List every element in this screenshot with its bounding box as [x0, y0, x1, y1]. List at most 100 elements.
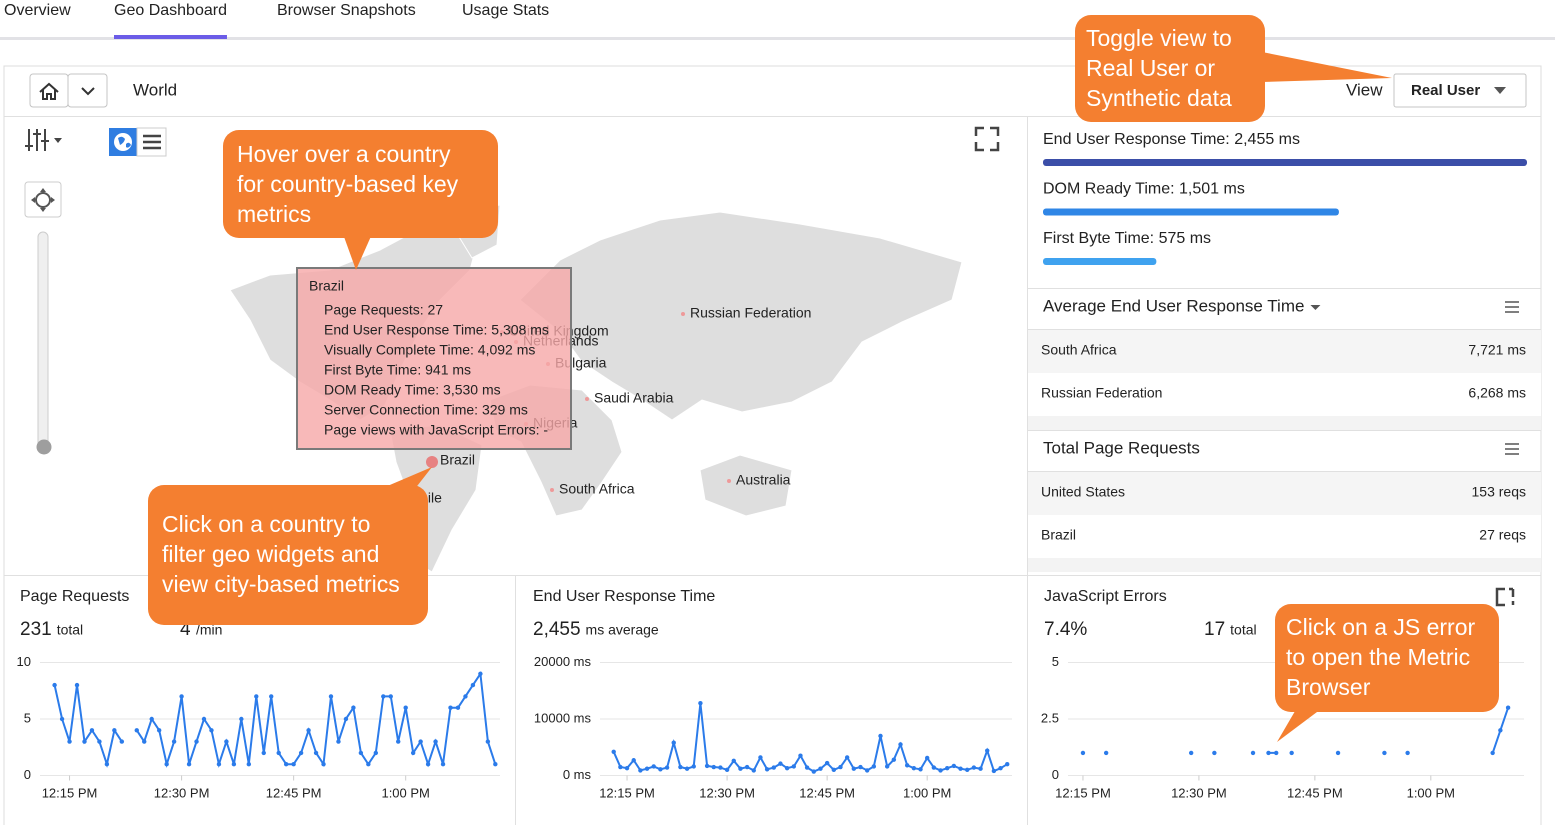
selected-location-marker[interactable]	[426, 456, 438, 468]
x-tick-label: 12:15 PM	[599, 785, 655, 800]
data-point[interactable]	[1103, 750, 1109, 756]
data-point[interactable]	[1382, 750, 1387, 756]
data-point	[448, 705, 453, 710]
location-marker[interactable]	[727, 479, 731, 483]
location-label[interactable]: Brazil	[440, 452, 475, 468]
list-row[interactable]	[1028, 515, 1541, 558]
data-point	[738, 766, 743, 771]
data-point	[433, 739, 438, 744]
data-point	[52, 682, 57, 688]
list-row[interactable]	[1028, 330, 1541, 373]
data-point	[965, 767, 970, 773]
callout-text: Hover over a country	[237, 141, 451, 167]
list-menu-icon[interactable]	[1505, 301, 1519, 313]
list-row[interactable]	[1028, 373, 1541, 416]
data-point	[455, 705, 461, 710]
data-point	[283, 762, 289, 767]
data-point	[388, 694, 393, 699]
data-point[interactable]	[1212, 750, 1217, 756]
x-tick-label: 12:15 PM	[42, 785, 98, 800]
location-marker[interactable]	[585, 397, 589, 401]
data-point	[298, 750, 304, 756]
map-pan-control[interactable]	[24, 181, 62, 218]
location-label[interactable]: Russian Federation	[690, 305, 811, 321]
fullscreen-button[interactable]	[974, 126, 1000, 152]
map-view-button[interactable]	[109, 128, 137, 156]
data-point	[724, 767, 730, 773]
data-point	[396, 739, 401, 744]
data-point	[291, 762, 296, 767]
data-point[interactable]	[1266, 750, 1271, 756]
data-point[interactable]	[1188, 750, 1194, 756]
data-point[interactable]	[1250, 750, 1256, 756]
australia[interactable]	[699, 454, 793, 517]
data-point[interactable]	[1274, 750, 1279, 756]
fullscreen-button[interactable]	[1495, 587, 1515, 607]
tab[interactable]: Geo Dashboard	[114, 2, 227, 19]
location-label[interactable]: Saudi Arabia	[594, 390, 674, 406]
tab[interactable]: Overview	[4, 2, 71, 19]
caret-icon[interactable]	[1310, 305, 1321, 310]
breadcrumb-dropdown[interactable]	[67, 73, 108, 108]
data-point	[478, 671, 483, 676]
caret-icon	[1494, 87, 1506, 94]
list-title[interactable]: Average End User Response Time	[1043, 296, 1304, 315]
callout-text: Click on a country to	[162, 511, 370, 537]
callout-text: Toggle view to	[1086, 25, 1232, 51]
data-point	[951, 763, 957, 769]
list-row[interactable]	[1028, 472, 1541, 515]
country-tooltip: Brazil Page Requests: 27 End User Respons…	[296, 267, 572, 450]
callout-text: filter geo widgets and	[162, 541, 379, 567]
list-menu-icon[interactable]	[1505, 443, 1519, 455]
callout-box	[1275, 604, 1499, 712]
tooltip-line: Server Connection Time: 329 ms	[324, 402, 528, 418]
data-point[interactable]	[1505, 705, 1511, 710]
widget-title: End User Response Time	[533, 588, 715, 605]
data-point	[644, 766, 650, 771]
zoom-slider[interactable]	[37, 231, 49, 453]
metric-bar	[1043, 159, 1527, 166]
location-marker[interactable]	[550, 488, 554, 492]
data-point	[336, 739, 341, 744]
data-point[interactable]	[1335, 750, 1341, 756]
location-label[interactable]: Australia	[736, 472, 791, 488]
data-point	[878, 733, 883, 739]
data-point	[664, 765, 670, 770]
data-point	[410, 750, 416, 756]
stat-unit: ms average	[586, 622, 659, 638]
data-point	[366, 762, 371, 767]
data-point	[851, 766, 857, 771]
data-point	[97, 739, 102, 744]
home-icon	[39, 82, 59, 100]
tab[interactable]: Browser Snapshots	[277, 2, 416, 19]
eurasia[interactable]	[519, 211, 963, 421]
key-metrics: End User Response Time: 2,455 ms DOM Read…	[1043, 131, 1527, 265]
data-point[interactable]	[1080, 750, 1086, 756]
callout-click-country: Click on a country to filter geo widgets…	[148, 467, 432, 625]
home-button[interactable]	[29, 73, 69, 108]
data-point	[618, 764, 623, 770]
data-point	[239, 716, 244, 722]
y-tick-label: 0	[24, 767, 31, 782]
data-point	[911, 765, 917, 771]
zoom-knob[interactable]	[36, 439, 52, 455]
location-marker[interactable]	[681, 312, 685, 316]
tab[interactable]: Usage Stats	[462, 2, 549, 19]
data-point[interactable]	[1289, 750, 1294, 756]
view-select[interactable]: Real User	[1393, 73, 1527, 108]
callout-text: Browser	[1286, 674, 1371, 700]
list-view-button[interactable]	[136, 127, 167, 157]
data-point[interactable]	[1498, 728, 1503, 733]
callout-view-toggle: Toggle view to Real User or Synthetic da…	[1075, 15, 1392, 122]
map-settings-button[interactable]	[25, 129, 62, 151]
stat-unit: total	[1230, 622, 1256, 638]
data-point	[313, 750, 319, 756]
data-point	[891, 757, 897, 762]
data-point[interactable]	[1405, 750, 1410, 756]
data-point[interactable]	[1490, 750, 1495, 756]
tooltip-frame	[296, 267, 572, 450]
widget-title: Page Requests	[20, 588, 129, 605]
data-point	[216, 762, 222, 767]
data-point	[624, 765, 630, 771]
location-label[interactable]: South Africa	[559, 481, 635, 497]
